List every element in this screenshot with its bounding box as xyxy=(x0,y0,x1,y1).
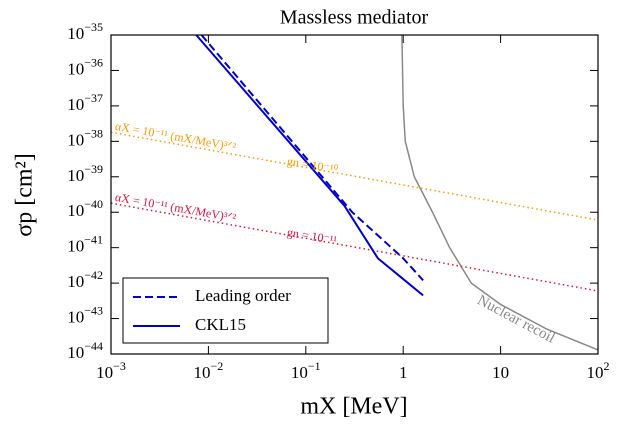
y-tick-label: 10−44 xyxy=(67,339,103,362)
reference-line xyxy=(401,34,599,351)
x-tick-label: 10−2 xyxy=(194,359,224,382)
y-tick-label: 10−38 xyxy=(67,126,103,149)
y-tick-label: 10−37 xyxy=(67,91,103,114)
x-tick-label: 1 xyxy=(399,363,408,382)
x-tick-label: 10−3 xyxy=(96,359,126,382)
x-tick-label: 10−1 xyxy=(291,359,321,382)
y-tick-label: 10−40 xyxy=(67,197,103,220)
series-line xyxy=(200,34,424,281)
chart-title: Massless mediator xyxy=(280,7,429,29)
reference-line xyxy=(110,202,599,292)
y-tick-label: 10−36 xyxy=(67,55,103,78)
legend-label: Leading order xyxy=(195,286,291,305)
x-tick-label: 10 xyxy=(492,363,509,382)
reference-line xyxy=(110,131,599,221)
x-axis-label: mX [MeV] xyxy=(300,394,407,420)
y-tick-label: 10−39 xyxy=(67,162,103,185)
annotation: gn = 10⁻¹⁰ xyxy=(286,154,339,177)
y-axis-label: σp [cm²] xyxy=(12,153,38,236)
annotation: Nuclear recoil xyxy=(475,292,558,346)
x-tick-label: 102 xyxy=(587,359,610,382)
legend-box xyxy=(122,277,329,344)
annotation: αX = 10⁻¹¹ (mX/MeV)³ᐟ² xyxy=(114,119,237,154)
legend-label: CKL15 xyxy=(195,315,246,334)
y-tick-label: 10−41 xyxy=(67,232,103,255)
series-line xyxy=(195,34,424,297)
annotation: gn = 10⁻¹¹ xyxy=(286,225,338,248)
annotation: αX = 10⁻¹¹ (mX/MeV)³ᐟ² xyxy=(114,190,237,225)
plot-frame xyxy=(110,34,599,355)
y-tick-label: 10−35 xyxy=(67,20,103,43)
y-tick-label: 10−42 xyxy=(67,268,103,291)
y-tick-label: 10−43 xyxy=(67,303,103,326)
